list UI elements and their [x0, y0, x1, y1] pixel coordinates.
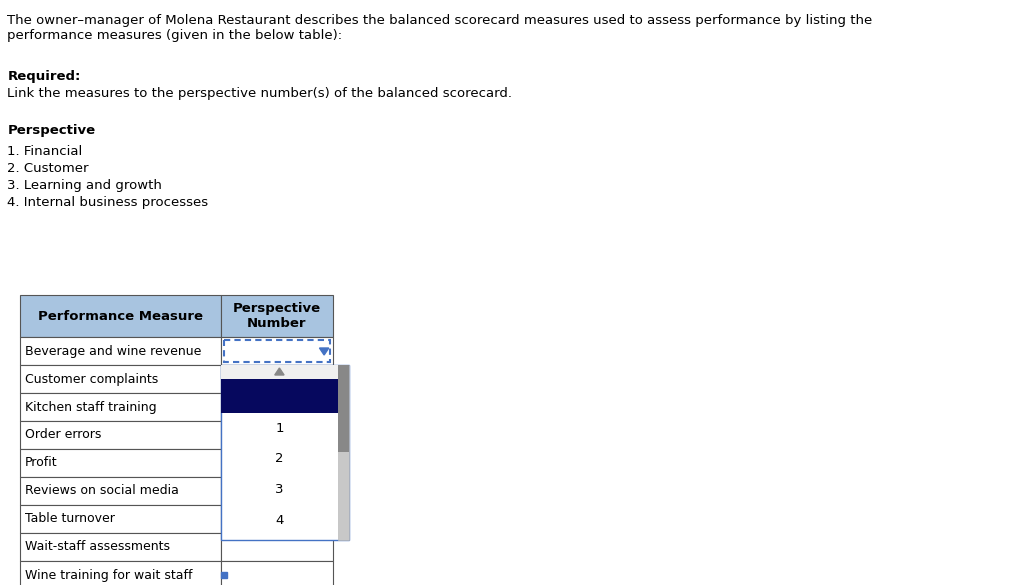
Text: 1: 1	[275, 422, 284, 435]
Bar	[221, 477, 333, 505]
Bar	[21, 421, 221, 449]
Bar	[221, 365, 338, 379]
Bar	[223, 340, 330, 362]
Bar	[221, 393, 333, 421]
Bar	[21, 449, 221, 477]
Text: Perspective: Perspective	[7, 124, 96, 137]
Bar	[221, 365, 349, 540]
Text: Beverage and wine revenue: Beverage and wine revenue	[25, 345, 201, 357]
Text: Table turnover: Table turnover	[25, 512, 115, 525]
Bar	[21, 393, 221, 421]
Text: Performance Measure: Performance Measure	[38, 309, 204, 322]
Bar	[221, 337, 333, 365]
Bar	[221, 561, 333, 585]
Text: Customer complaints: Customer complaints	[25, 373, 158, 386]
Text: 1. Financial: 1. Financial	[7, 145, 83, 158]
Text: Reviews on social media: Reviews on social media	[25, 484, 179, 497]
Bar	[21, 337, 221, 365]
Bar	[221, 379, 338, 412]
Text: 3: 3	[275, 483, 284, 496]
Text: 2: 2	[275, 452, 284, 465]
Text: Kitchen staff training: Kitchen staff training	[25, 401, 157, 414]
Bar	[221, 295, 333, 337]
Text: Wait-staff assessments: Wait-staff assessments	[25, 541, 170, 553]
Text: 4. Internal business processes: 4. Internal business processes	[7, 196, 209, 209]
Bar	[21, 365, 221, 393]
Polygon shape	[319, 348, 328, 355]
Text: Profit: Profit	[25, 456, 58, 470]
Bar	[338, 365, 349, 452]
Bar	[221, 533, 333, 561]
Bar	[21, 477, 221, 505]
Bar	[338, 365, 349, 540]
Text: Link the measures to the perspective number(s) of the balanced scorecard.: Link the measures to the perspective num…	[7, 87, 512, 100]
Bar	[221, 421, 333, 449]
Bar	[21, 561, 221, 585]
Text: 2. Customer: 2. Customer	[7, 162, 89, 175]
Polygon shape	[275, 368, 284, 375]
Text: Order errors: Order errors	[25, 428, 101, 442]
Text: Required:: Required:	[7, 70, 81, 83]
Bar	[21, 505, 221, 533]
Bar	[221, 505, 333, 533]
Text: Wine training for wait staff: Wine training for wait staff	[25, 569, 192, 581]
Bar	[221, 365, 333, 393]
Text: 4: 4	[275, 514, 284, 527]
Bar	[21, 533, 221, 561]
Bar	[21, 295, 221, 337]
Text: The owner–manager of Molena Restaurant describes the balanced scorecard measures: The owner–manager of Molena Restaurant d…	[7, 14, 873, 42]
Bar	[221, 449, 333, 477]
Text: 3. Learning and growth: 3. Learning and growth	[7, 179, 162, 192]
Text: Perspective
Number: Perspective Number	[232, 302, 320, 330]
